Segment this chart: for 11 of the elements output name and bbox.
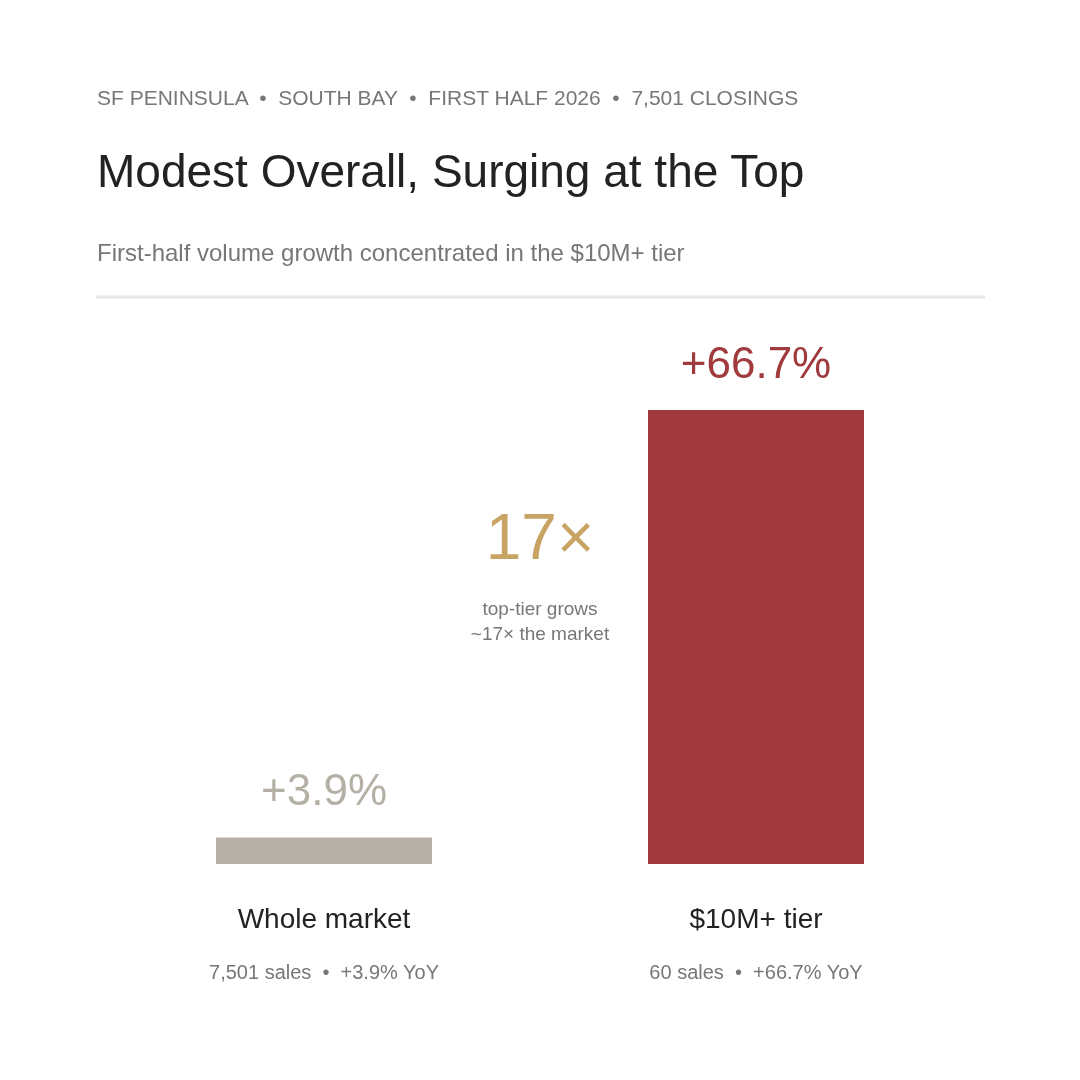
x-tick-label: $10M+ tier [689,902,823,934]
text: 7,501 sales • +3.9% YoY [209,961,439,983]
text: SF PENINSULA • SOUTH BAY • FIRST HALF 2026 • 7,501 CLOSINGS [97,85,799,109]
x-tick-label: Whole market [237,902,411,934]
chart-subtitle: First-half volume growth concentrated in the $10M+ tier [97,238,685,266]
data-label: +3.9% [261,764,387,814]
data-label: +66.7% [680,337,832,387]
chart-title: Modest Overall, Surging at the Top [97,145,805,197]
annotation: 17× [485,501,595,573]
text: 60 sales • +66.7% YoY [649,961,863,983]
annotation: top-tier grows ~17× the market [470,598,610,644]
